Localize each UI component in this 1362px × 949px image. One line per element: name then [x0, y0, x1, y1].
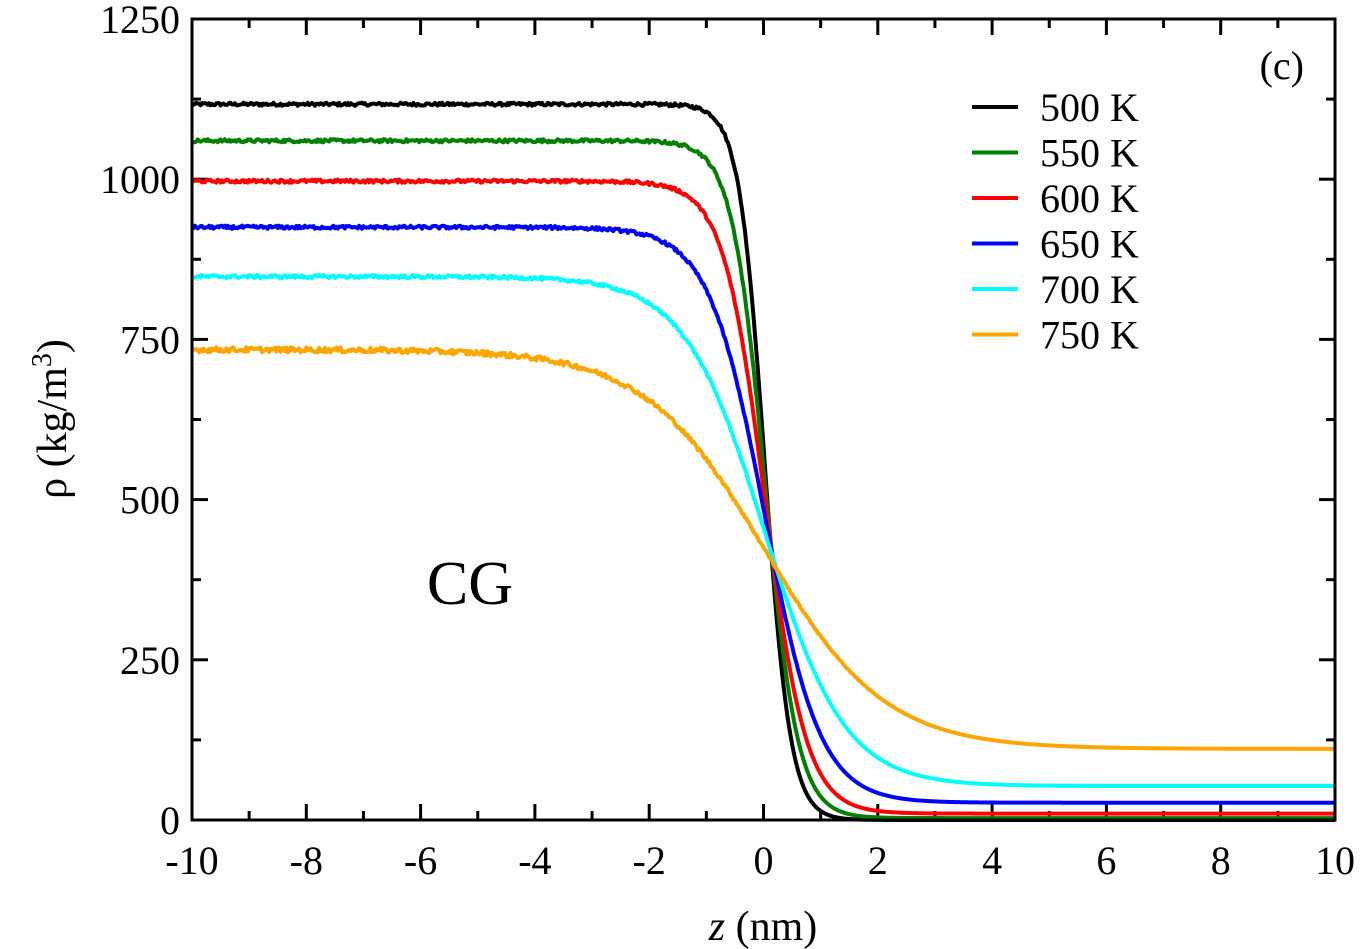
x-axis-title: z (nm): [708, 904, 818, 949]
legend-label: 750 K: [1040, 313, 1139, 358]
x-tick-label: 6: [1096, 838, 1116, 883]
legend-label: 500 K: [1040, 85, 1139, 130]
y-tick-label: 750: [120, 317, 180, 362]
series-line-650-k: [191, 223, 1336, 805]
legend-label: 650 K: [1040, 222, 1139, 267]
y-tick-label: 0: [160, 798, 180, 843]
plot-frame: [190, 17, 1337, 822]
y-tick-label: 1000: [100, 157, 180, 202]
x-tick-label: -10: [165, 838, 218, 883]
legend-label: 550 K: [1040, 131, 1139, 176]
y-axis-superscript: 3: [27, 353, 58, 367]
y-axis-title: ρ (kg/m3): [27, 339, 77, 499]
model-annotation: CG: [427, 550, 513, 618]
x-tick-label: 2: [868, 838, 888, 883]
series-line-750-k: [191, 345, 1336, 751]
data-series: [190, 100, 1336, 822]
legend-label: 700 K: [1040, 267, 1139, 312]
x-tick-label: -4: [518, 838, 551, 883]
y-tick-label: 1250: [100, 0, 180, 42]
x-tick-label: -6: [404, 838, 437, 883]
series-line-550-k: [191, 137, 1336, 821]
x-axis-unit: (nm): [725, 904, 817, 949]
axis-tick-labels: -10 -8 -6 -4 -2 0 2 4 6 8 10 0 250 500 750 1000 1250: [100, 0, 1355, 883]
x-axis-variable: z: [708, 904, 725, 949]
series-line-700-k: [191, 273, 1336, 789]
x-tick-label: 4: [982, 838, 1002, 883]
legend-label: 600 K: [1040, 176, 1139, 221]
y-axis-label: ρ (kg/m: [30, 367, 76, 499]
x-tick-label: -8: [290, 838, 323, 883]
x-tick-label: 0: [754, 838, 774, 883]
x-tick-label: 10: [1315, 838, 1355, 883]
panel-label: (c): [1260, 43, 1304, 88]
y-tick-label: 500: [120, 478, 180, 523]
x-tick-label: 8: [1211, 838, 1231, 883]
y-tick-label: 250: [120, 638, 180, 683]
series-line-600-k: [191, 177, 1336, 816]
x-tick-label: -2: [633, 838, 666, 883]
y-axis-label-close: ): [30, 339, 76, 353]
